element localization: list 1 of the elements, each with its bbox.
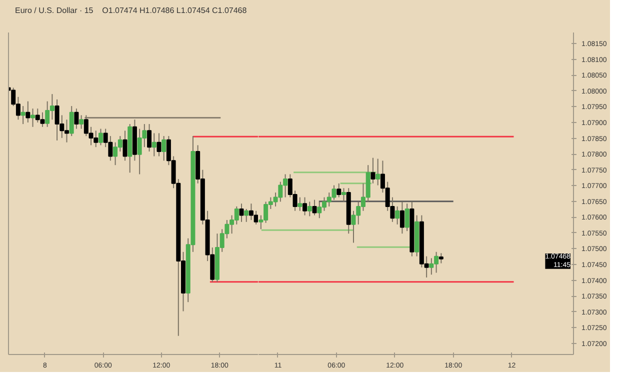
chart-title: Euro / U.S. Dollar · 15 O1.07474 H1.07486 L1.07454 C1.07468 (15, 6, 247, 15)
